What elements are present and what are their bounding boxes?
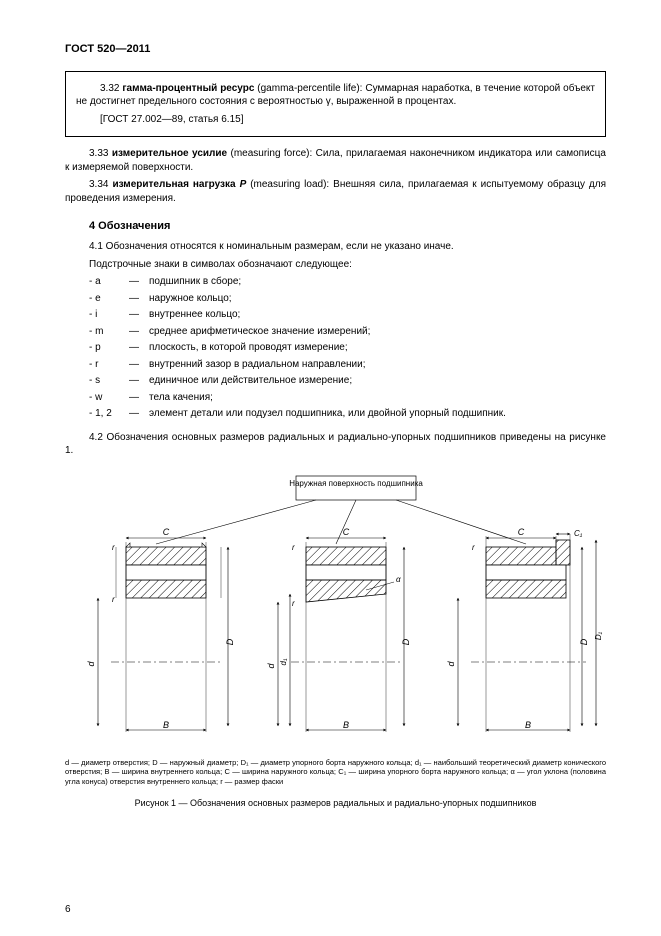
svg-text:D: D [579, 638, 589, 645]
svg-text:d: d [86, 660, 96, 666]
list-item: - p—плоскость, в которой проводят измере… [89, 341, 606, 355]
p-4-1b: Подстрочные знаки в символах обозначают … [65, 258, 606, 272]
figure-caption: Рисунок 1 — Обозначения основных размеро… [65, 797, 606, 809]
term: гамма-процентный ресурс [122, 83, 254, 94]
svg-text:D: D [225, 638, 235, 645]
svg-text:D₁: D₁ [594, 631, 603, 640]
svg-text:B: B [524, 720, 530, 730]
list-item: - 1, 2—элемент детали или подузел подшип… [89, 407, 606, 421]
page: ГОСТ 520—2011 3.32 гамма-процентный ресу… [0, 0, 661, 936]
num: 3.34 [89, 179, 112, 190]
list-item: - i—внутреннее кольцо; [89, 308, 606, 322]
num: 3.32 [100, 83, 122, 94]
definition-box: 3.32 гамма-процентный ресурс (gamma-perc… [65, 71, 606, 138]
annotation-text: Наружная поверхность подшипника [289, 479, 423, 488]
figure-1: Наружная поверхность подшипника [65, 472, 606, 809]
list-item: - e—наружное кольцо; [89, 292, 606, 306]
svg-text:C₁: C₁ [574, 529, 583, 538]
p-4-1: 4.1 Обозначения относятся к номинальным … [65, 240, 606, 254]
term: измерительное усилие [112, 148, 227, 159]
list-item: - s—единичное или действительное измерен… [89, 374, 606, 388]
list-item: - w—тела качения; [89, 391, 606, 405]
svg-text:r: r [112, 543, 115, 552]
figure-note: d — диаметр отверстия; D — наружный диам… [65, 758, 606, 787]
svg-text:α: α [396, 575, 401, 584]
def-ref: [ГОСТ 27.002—89, статья 6.15] [76, 113, 595, 127]
page-number: 6 [65, 903, 71, 917]
bearing-left: C r r B d D [86, 527, 235, 732]
doc-header: ГОСТ 520—2011 [65, 42, 606, 57]
symbol-list: - a—подшипник в сборе; - e—наружное коль… [89, 275, 606, 421]
svg-text:d: d [266, 662, 276, 668]
term: измерительная нагрузка [112, 179, 239, 190]
svg-text:C: C [517, 527, 524, 537]
svg-text:r: r [292, 599, 295, 608]
svg-text:r: r [472, 543, 475, 552]
list-item: - a—подшипник в сборе; [89, 275, 606, 289]
svg-text:d: d [446, 660, 456, 666]
def-3-32: 3.32 гамма-процентный ресурс (gamma-perc… [76, 82, 595, 109]
num: 3.33 [89, 148, 112, 159]
svg-text:B: B [342, 720, 348, 730]
def-3-34: 3.34 измерительная нагрузка P (measuring… [65, 178, 606, 205]
def-3-33: 3.33 измерительное усилие (measuring for… [65, 147, 606, 174]
bearing-right: C C₁ r B d D D₁ [446, 527, 603, 732]
svg-text:D: D [401, 638, 411, 645]
svg-text:C: C [162, 527, 169, 537]
svg-text:C: C [342, 527, 349, 537]
bearing-mid: α C r r B d D [266, 527, 411, 732]
figure-svg: Наружная поверхность подшипника [66, 472, 606, 752]
section-4-title: 4 Обозначения [65, 219, 606, 234]
svg-text:B: B [162, 720, 168, 730]
svg-text:r: r [112, 595, 115, 604]
p-4-2: 4.2 Обозначения основных размеров радиал… [65, 431, 606, 458]
list-item: - m—среднее арифметическое значение изме… [89, 325, 606, 339]
svg-text:r: r [292, 543, 295, 552]
svg-text:d₁: d₁ [279, 658, 288, 665]
list-item: - r—внутренний зазор в радиальном направ… [89, 358, 606, 372]
